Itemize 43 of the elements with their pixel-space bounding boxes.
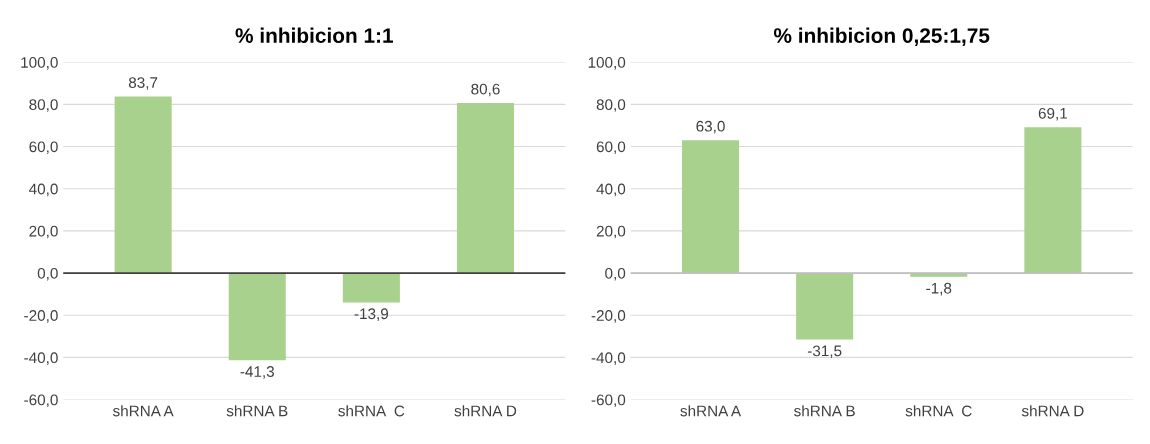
x-tick-label: shRNA D bbox=[1021, 405, 1084, 417]
x-tick-label: shRNA B bbox=[226, 405, 288, 417]
y-tick-label: -20,0 bbox=[24, 310, 58, 323]
bar bbox=[342, 273, 400, 303]
data-label: 69,1 bbox=[1038, 107, 1067, 121]
y-tick-label: -40,0 bbox=[24, 352, 58, 365]
y-tick-label: 0,0 bbox=[605, 267, 626, 281]
y-tick-label: 100,0 bbox=[588, 57, 626, 70]
y-tick-label: 80,0 bbox=[29, 99, 58, 112]
chart-title: % inhibicion 0,25:1,75 bbox=[773, 27, 990, 46]
x-tick-label: shRNA D bbox=[454, 405, 517, 417]
data-label: 83,7 bbox=[128, 77, 158, 90]
bar bbox=[114, 96, 172, 274]
x-tick-label: shRNA A bbox=[112, 405, 174, 417]
x-tick-label: shRNA B bbox=[794, 405, 855, 417]
bar bbox=[681, 140, 740, 274]
y-tick-label: 60,0 bbox=[29, 141, 58, 155]
y-tick-label: 40,0 bbox=[29, 183, 58, 197]
bar bbox=[1024, 127, 1082, 274]
data-label: -1,8 bbox=[926, 282, 952, 296]
y-tick-label: -40,0 bbox=[591, 352, 626, 365]
x-tick-label: shRNA C bbox=[905, 405, 972, 417]
data-label: -13,9 bbox=[354, 308, 389, 321]
y-tick-label: 20,0 bbox=[596, 225, 626, 239]
x-tick-label: shRNA A bbox=[680, 405, 742, 417]
y-tick-label: 100,0 bbox=[21, 57, 58, 70]
y-tick-label: -20,0 bbox=[591, 310, 626, 323]
y-tick-label: 80,0 bbox=[596, 99, 626, 112]
bar bbox=[456, 103, 515, 274]
bar bbox=[228, 273, 286, 361]
data-label: 63,0 bbox=[696, 120, 725, 134]
y-tick-label: -60,0 bbox=[591, 394, 626, 408]
y-tick-label: 40,0 bbox=[596, 183, 626, 197]
x-tick-label: shRNA C bbox=[338, 405, 405, 417]
y-tick-label: -60,0 bbox=[24, 394, 58, 408]
data-label: -31,5 bbox=[807, 345, 842, 359]
data-label: 80,6 bbox=[471, 83, 500, 97]
y-tick-label: 20,0 bbox=[29, 225, 58, 239]
data-label: -41,3 bbox=[240, 366, 274, 379]
bar bbox=[796, 273, 854, 340]
y-tick-label: 60,0 bbox=[596, 141, 626, 155]
y-tick-label: 0,0 bbox=[37, 267, 58, 281]
chart-title: % inhibicion 1:1 bbox=[235, 27, 394, 43]
